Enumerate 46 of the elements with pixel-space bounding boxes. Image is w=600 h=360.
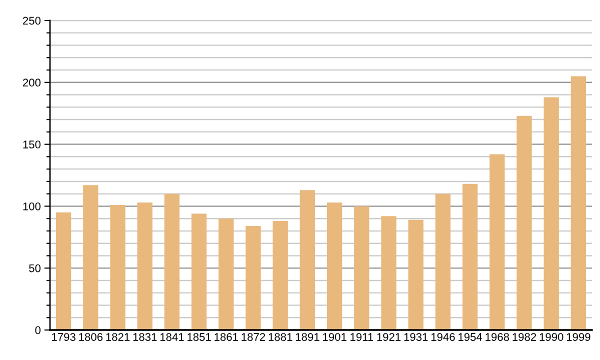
y-tick-label: 250 [22,16,41,25]
x-tick-label: 1968 [486,333,510,341]
x-tick-label: 1911 [350,333,374,341]
x-tick-label: 1954 [458,333,482,341]
x-tick-label: 1982 [512,333,536,341]
x-tick-label: 1821 [106,333,130,341]
x-tick-label: 1861 [214,333,238,341]
bar [435,194,451,330]
y-tick-label: 100 [23,202,41,210]
x-tick-label: 1841 [160,333,184,341]
x-tick-label: 1901 [323,333,346,341]
x-tick-label: 1831 [133,333,157,341]
x-tick-label: 1793 [52,333,76,341]
bar [462,184,478,330]
x-tick-label: 1881 [268,333,292,341]
x-tick-label: 1921 [377,333,401,341]
bar [490,154,505,330]
bar [164,194,180,330]
bar [408,220,424,330]
bar [191,214,207,330]
x-tick-label: 1891 [296,333,320,341]
bar [516,116,532,330]
bar [110,204,126,330]
bar [300,190,316,330]
bar [83,185,98,330]
x-tick-label: 1999 [566,333,590,341]
y-tick-label: 200 [22,78,41,87]
bar [326,202,342,330]
x-tick-label: 1806 [79,333,103,341]
bar [381,216,396,330]
bar [570,76,586,330]
bar [246,226,261,330]
bar [218,218,234,330]
x-tick-label: 1851 [188,333,211,341]
bar [272,221,288,330]
y-tick-label: 150 [23,140,41,148]
bar [544,97,559,330]
x-tick-label: 1931 [404,333,428,341]
x-tick-label: 1990 [540,333,564,341]
bar [56,212,72,330]
bar [137,202,152,330]
bar [354,206,370,330]
x-tick-label: 1946 [431,333,455,341]
y-tick-label: 0 [35,326,41,334]
y-tick-label: 50 [29,264,41,272]
x-tick-label: 1872 [242,333,266,341]
